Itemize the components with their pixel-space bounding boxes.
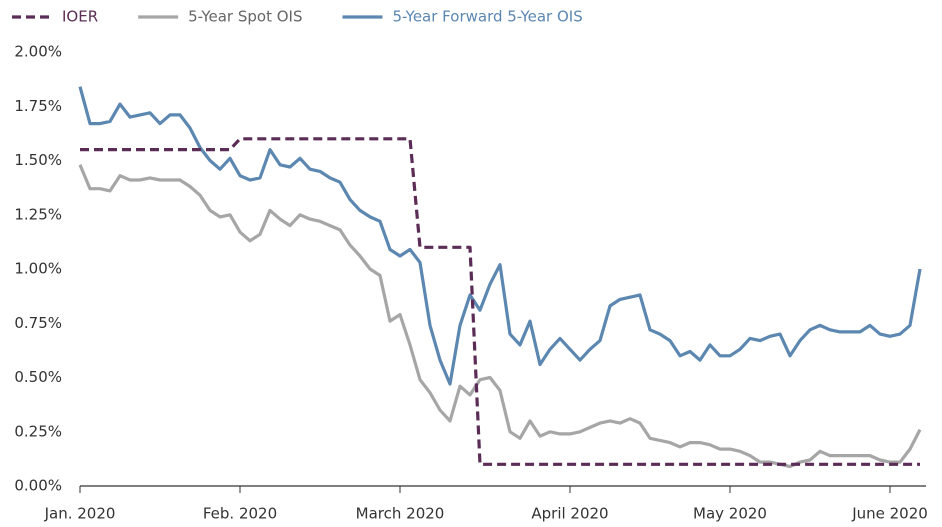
y-tick-label: 1.00% (14, 260, 62, 278)
y-tick-label: 0.50% (14, 368, 62, 386)
legend-label: 5-Year Spot OIS (188, 8, 302, 26)
legend-label: IOER (62, 8, 98, 26)
x-tick-label: June 2020 (851, 505, 928, 523)
y-tick-label: 1.75% (14, 97, 62, 115)
legend-label: 5-Year Forward 5-Year OIS (392, 8, 582, 26)
line-series (80, 137, 920, 466)
y-tick-label: 0.75% (14, 314, 62, 332)
y-tick-label: 2.00% (14, 43, 62, 61)
line-series (78, 86, 922, 386)
y-tick-label: 1.50% (14, 151, 62, 169)
x-tick-label: May 2020 (693, 505, 767, 523)
x-tick-label: Feb. 2020 (203, 505, 277, 523)
y-tick-label: 0.25% (14, 422, 62, 440)
line-series (78, 164, 922, 469)
x-tick-label: April 2020 (531, 505, 608, 523)
y-tick-label: 0.00% (14, 477, 62, 495)
y-tick-label: 1.25% (14, 205, 62, 223)
x-tick-label: Jan. 2020 (44, 505, 116, 523)
x-tick-label: March 2020 (356, 505, 445, 523)
